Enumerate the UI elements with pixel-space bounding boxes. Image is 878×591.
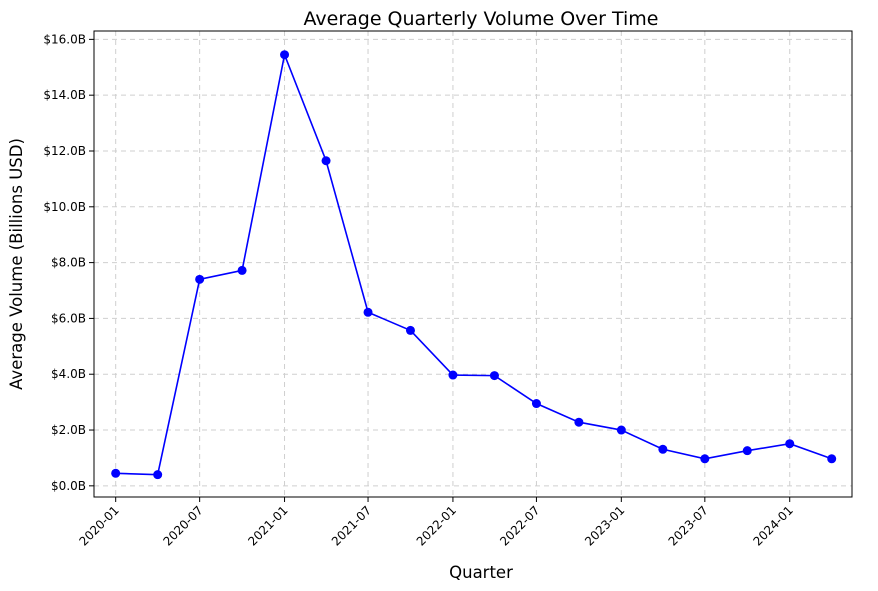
- x-tick-label: 2021-07: [329, 503, 374, 548]
- y-axis-label: Average Volume (Billions USD): [7, 138, 26, 390]
- data-point: [700, 454, 710, 464]
- x-tick-label: 2020-07: [160, 503, 205, 548]
- x-tick-label: 2023-07: [666, 503, 711, 548]
- data-point: [237, 265, 247, 275]
- chart-title: Average Quarterly Volume Over Time: [304, 8, 659, 30]
- data-point: [742, 446, 752, 456]
- x-tick-label: 2022-07: [497, 503, 542, 548]
- data-point: [616, 425, 626, 435]
- x-tick-label: 2023-01: [582, 503, 627, 548]
- y-tick-label: $2.0B: [51, 423, 86, 437]
- y-axis-ticks: $0.0B $2.0B $4.0B $6.0B $8.0B $10.0B $12.0B $14…: [43, 32, 94, 493]
- y-tick-label: $8.0B: [51, 256, 86, 270]
- y-tick-label: $6.0B: [51, 311, 86, 325]
- y-tick-label: $0.0B: [51, 479, 86, 493]
- y-tick-label: $12.0B: [43, 144, 86, 158]
- x-axis-ticks: 2020-01 2020-07 2021-01 2021-07 2022-01 2022-…: [76, 497, 796, 549]
- data-point: [574, 417, 584, 427]
- x-tick-label: 2024-01: [750, 503, 795, 548]
- y-tick-label: $16.0B: [43, 32, 86, 46]
- x-tick-label: 2022-01: [414, 503, 459, 548]
- x-tick-label: 2021-01: [245, 503, 290, 548]
- data-point: [658, 444, 668, 454]
- data-point: [785, 439, 795, 449]
- data-point: [321, 156, 331, 166]
- data-point: [827, 454, 837, 464]
- series-layer: [111, 50, 837, 480]
- data-point: [489, 371, 499, 381]
- grid: [94, 31, 852, 497]
- x-tick-label: 2020-01: [76, 503, 121, 548]
- data-point: [153, 470, 163, 480]
- series-line: [115, 51, 832, 476]
- data-point: [280, 50, 290, 60]
- data-point: [195, 274, 205, 284]
- data-point: [405, 325, 415, 335]
- plot-area-frame: [93, 30, 853, 498]
- y-tick-label: $10.0B: [43, 200, 86, 214]
- data-point: [531, 399, 541, 409]
- data-point: [363, 307, 373, 317]
- y-tick-label: $4.0B: [51, 367, 86, 381]
- x-axis-label: Quarter: [449, 563, 513, 582]
- y-tick-label: $14.0B: [43, 88, 86, 102]
- data-point: [448, 370, 458, 380]
- data-point: [111, 468, 121, 478]
